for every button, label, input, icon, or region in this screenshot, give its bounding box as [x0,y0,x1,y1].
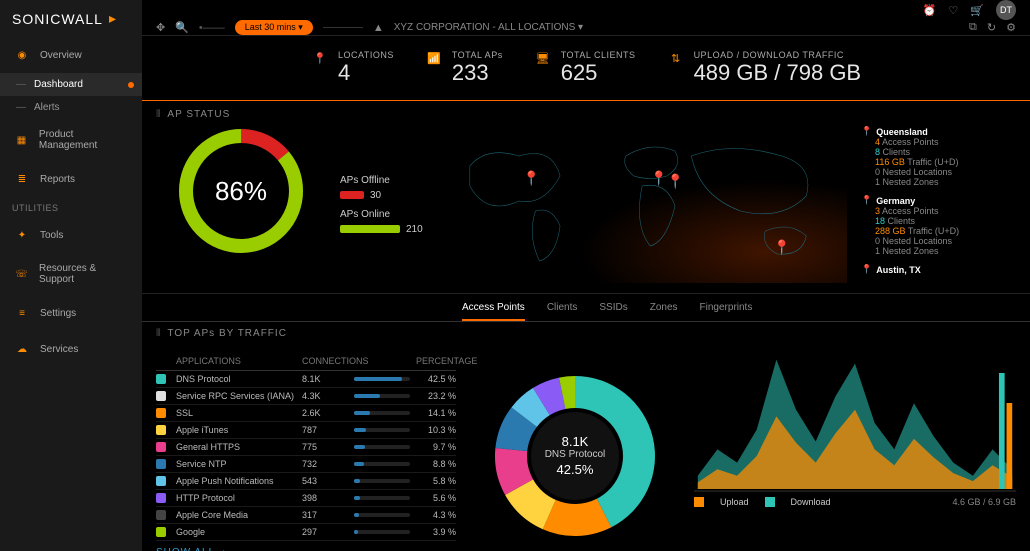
table-row[interactable]: Service RPC Services (IANA)4.3K23.2 % [156,388,456,405]
grid-icon: ▦ [14,132,29,148]
cart-icon[interactable]: 🛒 [970,4,984,17]
reports-icon: ≣ [14,171,30,187]
tab-zones[interactable]: Zones [650,302,678,321]
donut-percent: 86% [176,126,306,256]
traffic-pie: 8.1K DNS Protocol 42.5% [470,353,680,551]
gear-icon[interactable]: ⚙ [1006,21,1016,34]
tab-ssids[interactable]: SSIDs [599,302,627,321]
time-range-pill[interactable]: Last 30 mins ▾ [235,20,313,35]
avatar[interactable]: DT [996,0,1016,20]
table-row[interactable]: Google2973.9 % [156,524,456,541]
location-list: 📍Queensland4 Access Points8 Clients116 G… [861,126,1016,283]
kpi-row: 📍 LOCATIONS4 📶 TOTAL APs233 🖥 TOTAL CLIE… [142,36,1030,101]
location-item[interactable]: 📍Germany [861,195,1016,206]
nav-resources[interactable]: ☏ Resources & Support [0,253,142,295]
map-pin[interactable]: 📍 [650,170,667,187]
nav-overview[interactable]: ◉ Overview [0,37,142,73]
support-icon: ☏ [14,266,29,282]
nav-label: Overview [40,50,82,61]
table-row[interactable]: Apple Push Notifications5435.8 % [156,473,456,490]
traffic-table: APPLICATIONS CONNECTIONS PERCENTAGE DNS … [156,353,456,551]
table-row[interactable]: SSL2.6K14.1 % [156,405,456,422]
traffic-area-chart: Upload Download 4.6 GB / 6.9 GB [694,353,1016,551]
nav-dashboard[interactable]: Dashboard [0,73,142,96]
gauge-icon: ◉ [14,47,30,63]
nav-services[interactable]: ☁ Services [0,331,142,367]
breadcrumb[interactable]: XYZ CORPORATION - ALL LOCATIONS ▾ [394,22,583,33]
tabs: Access Points Clients SSIDs Zones Fingerprin… [142,294,1030,322]
cloud-icon: ☁ [14,341,30,357]
legend-offline: APs Offline [340,175,423,186]
table-row[interactable]: DNS Protocol8.1K42.5 % [156,371,456,388]
nav-product[interactable]: ▦ Product Management [0,119,142,161]
search-icon[interactable]: 🔍 [175,21,189,34]
nav-label: Reports [40,174,75,185]
brand-logo: SONICWALL ▸ [0,0,142,37]
nav-tools[interactable]: ✦ Tools [0,217,142,253]
kpi-traffic: ⇅ UPLOAD / DOWNLOAD TRAFFIC489 GB / 798 … [668,50,862,86]
table-row[interactable]: General HTTPS7759.7 % [156,439,456,456]
table-row[interactable]: Apple iTunes78710.3 % [156,422,456,439]
world-map[interactable]: 📍 📍 📍 📍 [437,126,847,283]
nav-alerts[interactable]: Alerts [0,96,142,119]
location-item[interactable]: 📍Austin, TX [861,264,1016,275]
ap-status-donut: 86% [156,126,326,283]
antenna-icon: 📶 [426,50,442,66]
location-item[interactable]: 📍Queensland [861,126,1016,137]
table-row[interactable]: Apple Core Media3174.3 % [156,507,456,524]
popout-icon[interactable]: ⧉ [969,21,977,34]
section-top-aps-title: TOP APs BY TRAFFIC [142,322,1030,345]
nav-label: Resources & Support [39,263,128,285]
kpi-aps: 📶 TOTAL APs233 [426,50,503,86]
nav-label: Product Management [39,129,128,151]
table-row[interactable]: Service NTP7328.8 % [156,456,456,473]
section-ap-status-title: AP STATUS [142,101,1030,126]
tools-icon: ✦ [14,227,30,243]
tab-fingerprints[interactable]: Fingerprints [700,302,753,321]
toolbar: ✥ 🔍 •—— Last 30 mins ▾ ▲ XYZ CORPORATION… [142,20,1030,36]
sliders-icon: ≡ [14,305,30,321]
nav-label: Services [40,344,78,355]
show-all-link[interactable]: SHOW ALL › [156,541,456,551]
expand-icon[interactable]: ✥ [156,21,165,34]
nav-label: Tools [40,230,63,241]
updown-icon: ⇅ [668,50,684,66]
map-pin[interactable]: 📍 [773,239,790,256]
kpi-clients: 🖥 TOTAL CLIENTS625 [535,50,636,86]
legend-online: APs Online [340,209,423,220]
nav-reports[interactable]: ≣ Reports [0,161,142,197]
topbar: ⏰ ♡ 🛒 DT [142,0,1030,20]
table-row[interactable]: HTTP Protocol3985.6 % [156,490,456,507]
map-pin[interactable]: 📍 [523,170,540,187]
sidebar: SONICWALL ▸ ◉ Overview Dashboard Alerts … [0,0,142,551]
tab-access-points[interactable]: Access Points [462,302,525,321]
nav-label: Settings [40,308,76,319]
pin-icon: 📍 [312,50,328,66]
bulb-icon[interactable]: ♡ [948,4,958,17]
map-pin[interactable]: 📍 [666,173,683,190]
alarm-icon[interactable]: ⏰ [923,4,937,17]
refresh-icon[interactable]: ↻ [987,21,996,34]
tab-clients[interactable]: Clients [547,302,578,321]
nav-section-utilities: UTILITIES [0,197,142,217]
clients-icon: 🖥 [535,50,551,66]
kpi-locations: 📍 LOCATIONS4 [312,50,394,86]
nav-settings[interactable]: ≡ Settings [0,295,142,331]
